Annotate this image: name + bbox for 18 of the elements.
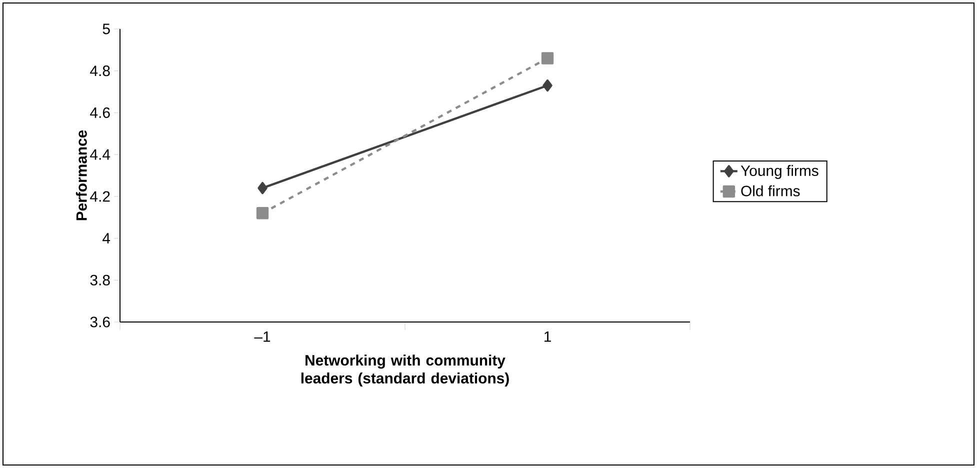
legend-label: Young firms [740, 165, 818, 179]
point [258, 182, 268, 194]
y-tick-label: 4.4 [90, 149, 110, 160]
y-tick-label: 4 [102, 233, 110, 244]
legend-label: Old firms [741, 185, 800, 196]
y-tick-label: 3.6 [90, 316, 110, 328]
y-tick-label: 4.6 [90, 107, 110, 118]
y-tick-label: 3.8 [90, 274, 110, 286]
point [256, 207, 269, 220]
y-tick-label: 5 [102, 24, 110, 34]
x-axis-title: Networking with community leaders (standard deviations) [301, 354, 509, 386]
x-tick-label: –1 [254, 332, 270, 342]
y-tick-label: 4.2 [90, 191, 110, 202]
point [541, 52, 554, 64]
y-tick-label: 4.8 [90, 66, 110, 76]
point [542, 79, 552, 92]
x-tick-label: 1 [544, 332, 551, 342]
y-axis-title: Performance [76, 130, 87, 220]
